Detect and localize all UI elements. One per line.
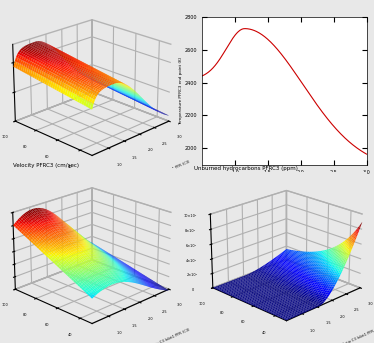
Text: Velocity PFRC3 (cm/sec): Velocity PFRC3 (cm/sec) [13, 163, 79, 168]
X-axis label: Equivalence Ratio C3 Inlet1 PFR (C3): Equivalence Ratio C3 Inlet1 PFR (C3) [322, 326, 374, 343]
X-axis label: Equivalence Ratio C3 Inlet1 PFR (C3): Equivalence Ratio C3 Inlet1 PFR (C3) [239, 176, 329, 181]
Text: Unburned hydrocarbons PFRC3 (ppm): Unburned hydrocarbons PFRC3 (ppm) [194, 166, 298, 171]
X-axis label: Equivalence Ratio C3 Inlet1 PFR (C3): Equivalence Ratio C3 Inlet1 PFR (C3) [129, 160, 190, 190]
Y-axis label: Temperature PFRC3 end point (K): Temperature PFRC3 end point (K) [179, 57, 183, 125]
X-axis label: Equivalence Ratio C3 Inlet1 PFR (C3): Equivalence Ratio C3 Inlet1 PFR (C3) [129, 328, 190, 343]
